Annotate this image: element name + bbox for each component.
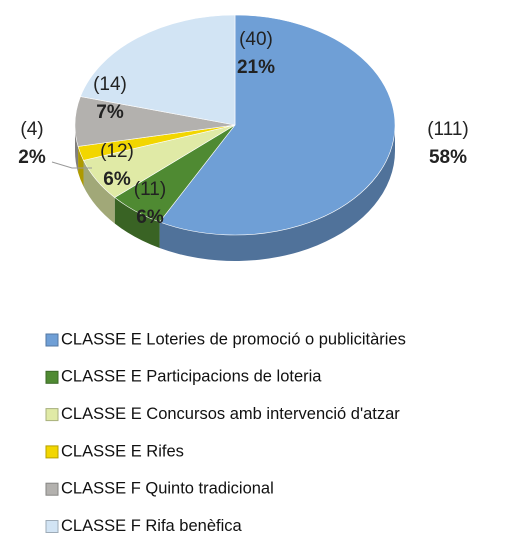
- data-label-count: (40): [239, 29, 273, 50]
- pie-slice: [159, 14, 396, 236]
- data-label-count: (4): [20, 119, 43, 140]
- legend-swatch: [45, 370, 59, 384]
- legend-label: CLASSE F Rifa benèfica: [61, 517, 242, 535]
- legend-label: CLASSE E Rifes: [61, 442, 184, 460]
- data-label-count: (111): [427, 119, 469, 140]
- pie-slice-side: [83, 160, 115, 224]
- legend-label: CLASSE F Quinto tradicional: [61, 480, 274, 498]
- legend-label: CLASSE E Loteries de promoció o publicit…: [61, 330, 406, 348]
- data-label-percent: 58%: [429, 147, 467, 168]
- data-label-percent: 7%: [96, 102, 124, 123]
- legend-swatch: [45, 520, 59, 533]
- data-label-percent: 2%: [18, 147, 46, 168]
- pie-slice-side: [114, 197, 160, 249]
- legend-swatch: [45, 445, 59, 459]
- pie-slice-side: [78, 146, 84, 187]
- pie-slice-side: [159, 125, 395, 261]
- legend-label: CLASSE E Concursos amb intervenció d'atz…: [61, 405, 400, 423]
- data-label-percent: 6%: [136, 207, 164, 228]
- data-label-count: (12): [100, 141, 134, 162]
- legend-swatch: [45, 333, 59, 347]
- data-label-count: (11): [134, 179, 166, 200]
- legend-label: CLASSE E Participacions de loteria: [61, 368, 322, 386]
- data-label-count: (14): [93, 74, 127, 95]
- legend-swatch: [45, 482, 59, 496]
- leader-line: [51, 161, 92, 169]
- data-label-percent: 21%: [237, 57, 275, 78]
- pie-slice: [80, 14, 236, 126]
- legend-swatch: [45, 408, 59, 422]
- data-label-percent: 6%: [103, 169, 131, 190]
